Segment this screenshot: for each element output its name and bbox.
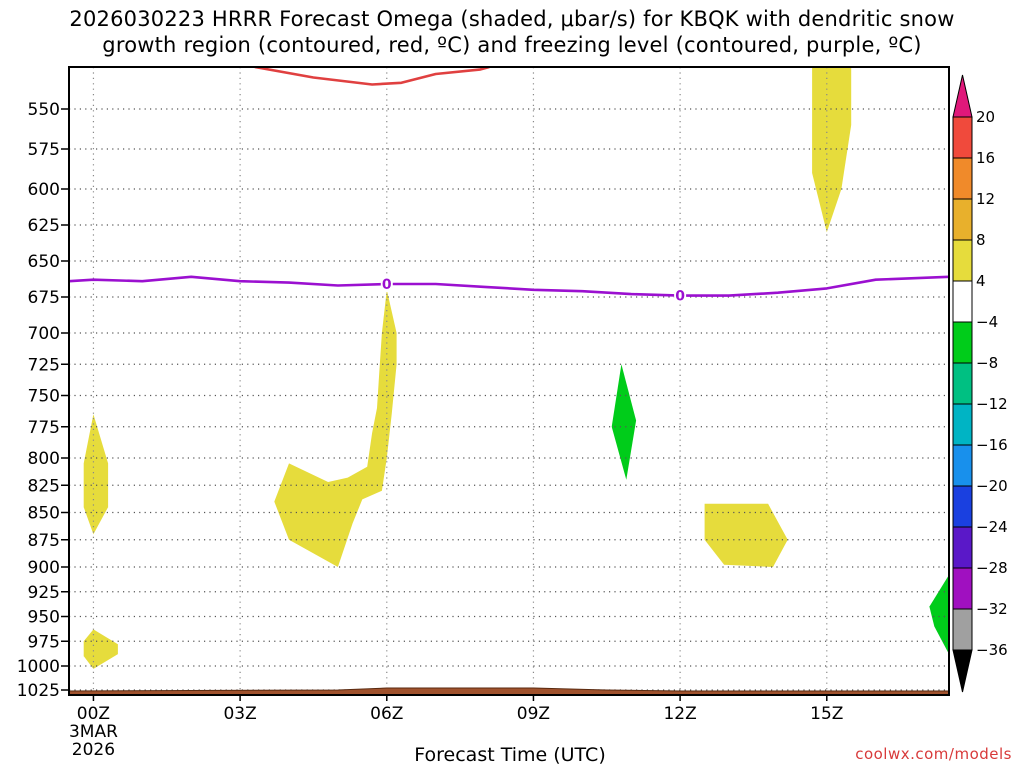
y-tick-label-900: 900 [28,558,60,578]
y-tick-label-575: 575 [28,140,60,160]
y-tick-label-725: 725 [28,355,60,375]
x-tick-label-12Z: 12Z [663,704,696,724]
y-tick-label-700: 700 [28,324,60,344]
omega-positive-15z-shade [812,67,852,233]
colorbar-label-11: −28 [976,559,1008,577]
colorbar-bin-0 [952,116,973,159]
y-tick-label-850: 850 [28,504,60,524]
omega-negative-11z-shade [611,364,637,480]
x-tick-year-label: 2026 [72,740,115,760]
y-tick-label-750: 750 [28,387,60,407]
freezing-level-label: 0 [382,277,392,293]
contour-layer: 00 [69,67,949,305]
colorbar-label-0: 20 [976,108,995,126]
colorbar-bin-2 [952,198,973,241]
colorbar-bin-1 [952,157,973,200]
colorbar-top-arrow [952,74,973,118]
omega-positive-13z-shade [704,503,788,567]
colorbar-label-10: −24 [976,518,1008,536]
x-tick-label-09Z: 09Z [517,704,550,724]
surface-terrain [68,687,950,696]
colorbar-bottom-arrow [952,649,973,693]
freezing-level-contour [69,275,949,297]
colorbar-bin-12 [952,608,973,651]
freezing-level-label-bg [380,276,393,293]
y-tick-label-650: 650 [28,252,60,272]
y-tick-label-1025: 1025 [17,681,60,701]
x-axis-label: Forecast Time (UTC) [414,744,606,766]
colorbar-label-6: −8 [976,354,998,372]
plot-frame [68,66,950,696]
freezing-level-label: 0 [675,289,685,305]
omega-positive-04z-06z-shade [274,289,397,567]
y-tick-label-800: 800 [28,449,60,469]
chart-title: 2026030223 HRRR Forecast Omega (shaded, … [0,6,1024,58]
colorbar-bin-9 [952,485,973,528]
omega-negative-17z-shade [929,574,949,655]
y-axis: 550 575 600 625 650 675 700 725 750 775 800 825 850 8… [17,100,69,701]
y-tick-label-675: 675 [28,288,60,308]
colorbar-label-2: 12 [976,190,995,208]
y-tick-label-875: 875 [28,531,60,551]
y-tick-label-950: 950 [28,608,60,628]
omega-positive-00z-shade [83,414,109,535]
x-tick-label-06Z: 06Z [370,704,403,724]
chart-title-line-2: growth region (contoured, red, ºC) and f… [102,33,922,57]
colorbar-label-12: −32 [976,600,1008,618]
colorbar: 20 16 12 8 4 −4 −8 −12 −16 −20 −24 −28 −32 −36 [952,74,1008,693]
colorbar-label-5: −4 [976,313,998,331]
x-tick-date-label: 3MAR [69,722,118,742]
chart-title-line-1: 2026030223 HRRR Forecast Omega (shaded, … [69,7,955,31]
y-tick-label-925: 925 [28,583,60,603]
colorbar-label-7: −12 [976,395,1008,413]
y-tick-label-625: 625 [28,216,60,236]
colorbar-bin-5 [952,321,973,364]
y-tick-label-600: 600 [28,180,60,200]
colorbar-label-8: −16 [976,436,1008,454]
colorbar-bin-8 [952,444,973,487]
colorbar-label-3: 8 [976,231,986,249]
colorbar-bin-3 [952,239,973,282]
colorbar-bin-6 [952,362,973,405]
omega-shading-layer [83,67,949,669]
x-tick-label-03Z: 03Z [223,704,256,724]
colorbar-label-9: −20 [976,477,1008,495]
surface-terrain-layer [68,687,950,696]
credit-text: coolwx.com/models [855,745,1012,763]
x-tick-label-15Z: 15Z [810,704,843,724]
dendritic-growth-region-contour [254,67,490,86]
colorbar-label-4: 4 [976,272,986,290]
y-tick-label-550: 550 [28,100,60,120]
colorbar-bin-7 [952,403,973,446]
colorbar-label-13: −36 [976,641,1008,659]
y-tick-label-775: 775 [28,418,60,438]
colorbar-bin-11 [952,567,973,610]
colorbar-label-1: 16 [976,149,995,167]
freezing-level-label-bg [674,287,687,304]
omega-positive-00z-lower-shade [83,629,118,669]
y-tick-label-1000: 1000 [17,657,60,677]
colorbar-bin-4 [952,280,973,323]
y-tick-label-975: 975 [28,632,60,652]
x-tick-label-00Z: 00Z [77,704,110,724]
colorbar-bin-10 [952,526,973,569]
y-tick-label-825: 825 [28,476,60,496]
